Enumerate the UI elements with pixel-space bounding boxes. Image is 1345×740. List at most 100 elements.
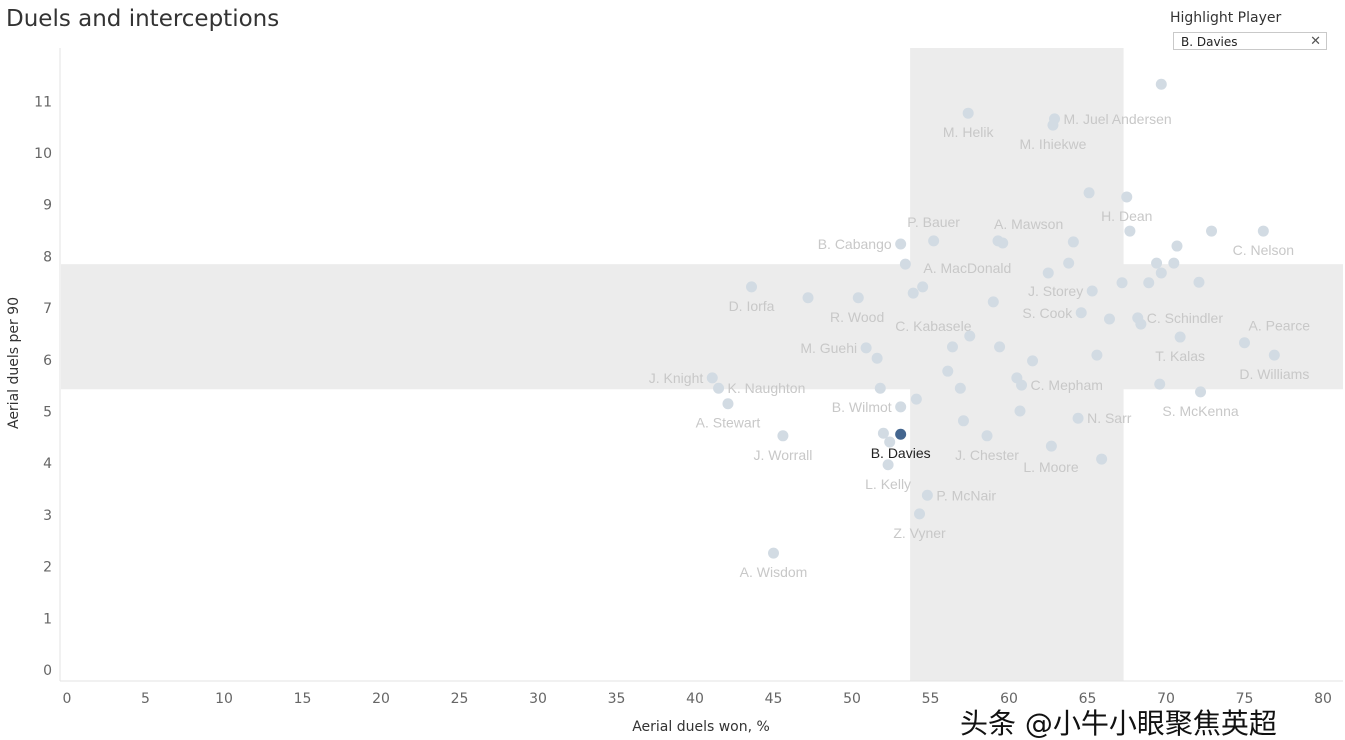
data-point[interactable] <box>1168 257 1180 269</box>
x-tick-label: 30 <box>529 691 547 707</box>
data-point[interactable] <box>997 237 1009 249</box>
data-point[interactable] <box>1086 285 1098 297</box>
data-point[interactable] <box>914 508 926 520</box>
data-point[interactable] <box>1154 378 1166 390</box>
data-point[interactable] <box>1042 267 1054 279</box>
point-label: D. Williams <box>1239 366 1309 382</box>
x-tick-label: 75 <box>1236 691 1254 707</box>
x-tick-label: 70 <box>1157 691 1175 707</box>
data-point[interactable] <box>1124 225 1136 237</box>
y-tick-label: 4 <box>43 456 52 472</box>
data-point[interactable] <box>1143 277 1155 289</box>
data-point[interactable] <box>768 547 779 559</box>
point-label: B. Wilmot <box>832 399 892 415</box>
data-point[interactable] <box>994 341 1006 353</box>
watermark: 头条 @小牛小眼聚焦英超 <box>960 707 1277 740</box>
data-point[interactable] <box>1239 337 1250 349</box>
data-point[interactable] <box>1121 191 1133 203</box>
data-point[interactable] <box>1072 412 1084 424</box>
data-point[interactable] <box>981 430 993 442</box>
data-point[interactable] <box>871 352 883 364</box>
data-point[interactable] <box>907 287 919 299</box>
data-point[interactable] <box>1171 240 1183 252</box>
data-point[interactable] <box>964 330 976 342</box>
y-reference-band <box>61 264 1343 390</box>
x-tick-label: 60 <box>1000 691 1018 707</box>
y-tick-label: 1 <box>43 611 52 627</box>
point-label: L. Kelly <box>865 476 911 492</box>
highlight-player-value: B. Davies <box>1181 35 1238 49</box>
point-label: Z. Vyner <box>893 525 946 541</box>
data-point[interactable] <box>802 292 814 304</box>
data-point[interactable] <box>895 401 907 413</box>
data-point[interactable] <box>713 382 725 394</box>
data-point[interactable] <box>706 372 718 384</box>
data-point[interactable] <box>852 292 864 304</box>
data-point[interactable] <box>1206 225 1218 237</box>
data-point[interactable] <box>877 427 889 439</box>
data-point[interactable] <box>1075 307 1087 319</box>
data-point[interactable] <box>1103 313 1115 325</box>
data-point[interactable] <box>954 382 966 394</box>
data-point[interactable] <box>1193 276 1205 288</box>
data-point[interactable] <box>921 489 933 501</box>
data-point[interactable] <box>1268 349 1280 361</box>
data-point[interactable] <box>1155 267 1167 279</box>
x-tick-label: 25 <box>451 691 469 707</box>
data-point[interactable] <box>874 382 886 394</box>
data-point[interactable] <box>928 235 940 247</box>
data-point[interactable] <box>1083 187 1095 199</box>
data-point[interactable] <box>899 258 911 270</box>
point-label: M. Juel Andersen <box>1064 111 1172 127</box>
data-point[interactable] <box>1135 318 1147 330</box>
data-point[interactable] <box>860 342 872 354</box>
data-point[interactable] <box>1174 331 1186 343</box>
y-axis-title: Aerial duels per 90 <box>6 297 22 429</box>
data-point[interactable] <box>946 341 958 353</box>
x-tick-label: 0 <box>63 691 72 707</box>
x-tick-label: 45 <box>765 691 783 707</box>
point-label: A. Mawson <box>994 216 1063 232</box>
data-point[interactable] <box>1096 453 1108 465</box>
data-point[interactable] <box>910 393 922 405</box>
y-tick-label: 11 <box>34 94 52 110</box>
highlight-player-input[interactable]: B. Davies ✕ <box>1173 32 1327 50</box>
data-point[interactable] <box>957 415 969 427</box>
data-point[interactable] <box>1067 236 1079 248</box>
data-point[interactable] <box>1195 386 1207 398</box>
y-tick-label: 5 <box>43 405 52 421</box>
point-label: C. Kabasele <box>895 318 971 334</box>
data-point[interactable] <box>942 365 954 377</box>
data-point[interactable] <box>1063 257 1075 269</box>
data-point[interactable] <box>746 281 758 293</box>
point-label: J. Storey <box>1028 283 1083 299</box>
close-icon[interactable]: ✕ <box>1310 34 1321 49</box>
data-point[interactable] <box>1151 257 1163 269</box>
data-point[interactable] <box>895 238 907 250</box>
point-label: S. McKenna <box>1162 403 1238 419</box>
data-point[interactable] <box>1045 440 1057 452</box>
data-point[interactable] <box>1014 405 1026 417</box>
data-point[interactable] <box>882 459 894 471</box>
y-tick-label: 7 <box>43 301 52 317</box>
data-point[interactable] <box>777 430 789 442</box>
data-point[interactable] <box>1027 355 1039 367</box>
data-point[interactable] <box>884 436 896 448</box>
data-point[interactable] <box>987 296 999 308</box>
point-label: C. Schindler <box>1147 310 1224 326</box>
data-point[interactable] <box>1047 119 1059 131</box>
data-point[interactable] <box>722 398 734 410</box>
point-label: N. Sarr <box>1087 410 1132 426</box>
data-point[interactable] <box>1116 277 1128 289</box>
point-label: P. McNair <box>936 487 996 503</box>
data-point[interactable] <box>1257 225 1269 237</box>
data-point[interactable] <box>1016 379 1028 391</box>
x-tick-label: 80 <box>1314 691 1332 707</box>
data-point[interactable] <box>917 281 929 293</box>
data-point[interactable] <box>1155 78 1167 90</box>
highlighted-point[interactable] <box>895 428 907 440</box>
data-point[interactable] <box>962 107 974 119</box>
x-tick-label: 50 <box>843 691 861 707</box>
data-point[interactable] <box>1091 349 1103 361</box>
